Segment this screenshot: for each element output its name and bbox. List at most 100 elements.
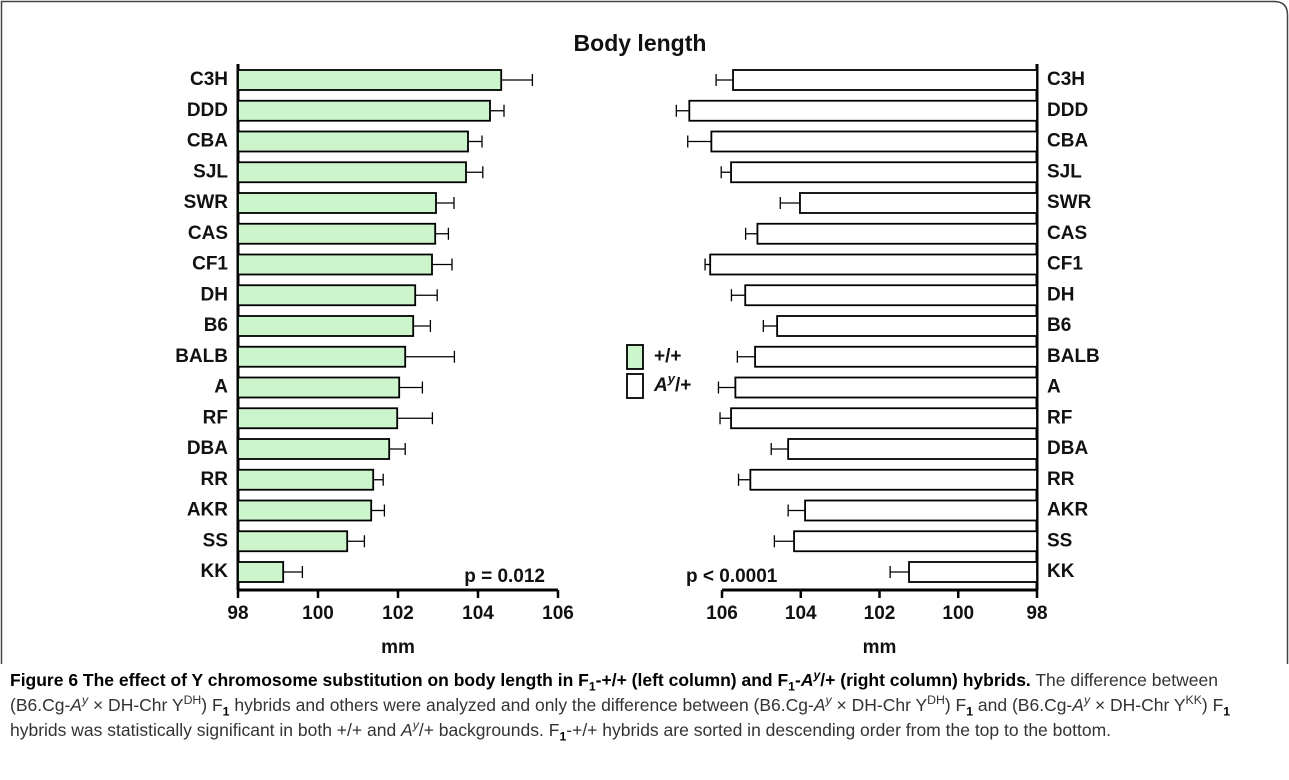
caption-text: 1 bbox=[559, 729, 567, 744]
bar bbox=[793, 530, 1038, 553]
x-tick-label: 106 bbox=[542, 603, 574, 624]
caption-text: A bbox=[813, 695, 826, 715]
caption-text: y bbox=[412, 718, 419, 733]
bar bbox=[730, 407, 1038, 430]
caption-text: hybrids and others were analyzed and onl… bbox=[229, 695, 814, 715]
caption-text: A bbox=[401, 720, 413, 740]
y-tick-label: BALB bbox=[1047, 346, 1100, 367]
bar bbox=[908, 561, 1038, 583]
y-tick-label: CBA bbox=[187, 131, 228, 152]
bar bbox=[237, 530, 349, 553]
y-tick-label: DDD bbox=[1047, 100, 1088, 121]
bar bbox=[237, 130, 469, 153]
bar bbox=[237, 561, 285, 583]
caption-text: × DH-Chr Y bbox=[88, 695, 184, 715]
frame bbox=[0, 0, 1289, 664]
legend-text: A bbox=[653, 375, 668, 396]
y-tick-label: CF1 bbox=[192, 254, 228, 275]
x-tick-label: 100 bbox=[302, 603, 334, 624]
bar bbox=[732, 69, 1038, 91]
caption-text: y bbox=[81, 693, 89, 708]
caption-text: A bbox=[70, 695, 82, 715]
bar bbox=[237, 253, 433, 276]
y-tick-label: A bbox=[1047, 377, 1061, 398]
x-tick-label: 104 bbox=[785, 603, 817, 624]
bar bbox=[237, 468, 375, 491]
legend-label: +/+ bbox=[654, 346, 681, 367]
y-tick-label: KK bbox=[201, 561, 229, 582]
y-tick-label: B6 bbox=[204, 315, 228, 336]
bar bbox=[237, 222, 437, 245]
y-tick-label: RR bbox=[201, 469, 229, 490]
caption-text: 1 bbox=[966, 704, 974, 719]
bar bbox=[237, 499, 373, 522]
caption-text: 1 bbox=[1223, 704, 1231, 719]
caption-text: -+/+ (left column) and F bbox=[595, 670, 789, 690]
x-tick-label: 98 bbox=[1026, 603, 1047, 624]
bar bbox=[709, 253, 1038, 276]
bar bbox=[237, 438, 391, 460]
bar bbox=[237, 284, 417, 307]
y-tick-label: C3H bbox=[1047, 69, 1085, 90]
annotation: p = 0.012 bbox=[464, 566, 545, 587]
y-tick-label: C3H bbox=[190, 69, 228, 90]
figure-title: Body length bbox=[574, 30, 707, 56]
caption-text: A bbox=[1072, 695, 1084, 715]
legend-text: /+ bbox=[675, 375, 691, 396]
caption: Figure 6 The effect of Y chromosome subs… bbox=[10, 668, 1280, 743]
y-tick-label: DDD bbox=[187, 100, 228, 121]
caption-text: × DH-Chr Y bbox=[1090, 695, 1186, 715]
caption-text: - bbox=[795, 670, 801, 690]
y-tick-label: RF bbox=[1047, 407, 1072, 428]
y-tick-label: SWR bbox=[184, 192, 229, 213]
bar bbox=[730, 161, 1038, 184]
x-tick-label: 102 bbox=[864, 603, 896, 624]
caption-text: -+/+ hybrids are sorted in descending or… bbox=[566, 720, 1112, 740]
legend-text: +/+ bbox=[654, 346, 681, 367]
figure: Body length 98 100 102 104 106 mm p = 0.012 C3H… bbox=[0, 0, 1289, 664]
legend-text: y bbox=[667, 371, 676, 386]
y-tick-label: CBA bbox=[1047, 131, 1088, 152]
caption-text: × DH-Chr Y bbox=[831, 695, 928, 715]
y-tick-label: SJL bbox=[1047, 161, 1082, 182]
y-tick-label: CAS bbox=[1047, 223, 1087, 244]
bar bbox=[754, 345, 1038, 368]
bar bbox=[237, 161, 467, 184]
y-tick-label: BALB bbox=[175, 346, 228, 367]
legend-swatch bbox=[626, 344, 644, 370]
bar bbox=[237, 315, 415, 337]
bar bbox=[237, 99, 491, 122]
y-tick-label: AKR bbox=[187, 500, 228, 521]
caption-text: y bbox=[825, 693, 832, 708]
caption-text: 1 bbox=[788, 679, 795, 694]
bar bbox=[749, 468, 1038, 491]
y-tick-label: DH bbox=[201, 284, 228, 305]
y-tick-label: B6 bbox=[1047, 315, 1071, 336]
bar bbox=[799, 192, 1038, 214]
y-tick-label: AKR bbox=[1047, 500, 1088, 521]
bar bbox=[688, 99, 1038, 122]
annotation: p < 0.0001 bbox=[686, 566, 778, 587]
x-tick-label: 106 bbox=[706, 603, 738, 624]
y-tick-label: SWR bbox=[1047, 192, 1092, 213]
caption-text: The difference between (B6.Cg- bbox=[10, 670, 1218, 715]
bar bbox=[756, 222, 1038, 245]
caption-text: ) F bbox=[1201, 695, 1224, 715]
caption-text: /+ backgrounds. F bbox=[418, 720, 560, 740]
caption-text: 1 bbox=[222, 704, 230, 719]
y-tick-label: SJL bbox=[193, 161, 228, 182]
bar bbox=[787, 438, 1038, 460]
caption-text: DH bbox=[183, 693, 202, 708]
x-tick-label: 100 bbox=[942, 603, 974, 624]
y-tick-label: DBA bbox=[1047, 438, 1088, 459]
caption-text: and (B6.Cg- bbox=[973, 695, 1073, 715]
bar bbox=[734, 376, 1038, 399]
y-tick-label: A bbox=[214, 377, 228, 398]
y-tick-label: CAS bbox=[188, 223, 228, 244]
caption-text: y bbox=[1083, 693, 1091, 708]
x-tick-label: 98 bbox=[227, 603, 248, 624]
y-tick-label: DH bbox=[1047, 284, 1074, 305]
caption-text: KK bbox=[1185, 693, 1202, 708]
legend-label: Ay/+ bbox=[653, 371, 691, 396]
y-tick-label: DBA bbox=[187, 438, 228, 459]
